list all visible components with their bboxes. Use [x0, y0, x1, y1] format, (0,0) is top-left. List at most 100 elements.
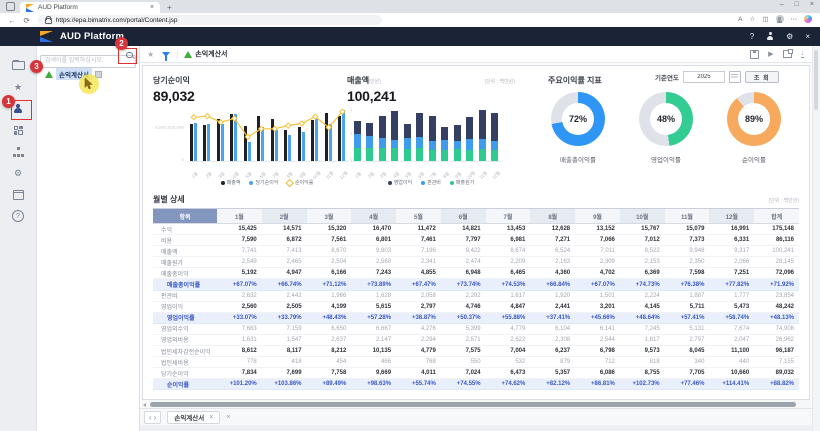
query-button[interactable]: 조 회 [744, 71, 779, 83]
table-cell: 4,276 [396, 323, 441, 335]
window-maximize-button[interactable]: □ [794, 1, 799, 8]
menu-search-input[interactable] [40, 54, 136, 68]
app-close-icon[interactable]: × [805, 32, 810, 41]
row-label: 영업이익 [153, 301, 217, 313]
tabbar-close-icon[interactable]: × [226, 413, 231, 421]
browser-menu-icon[interactable]: ⋯ [790, 16, 798, 23]
table-cell: 5,399 [440, 323, 486, 335]
tab-list-icon[interactable] [6, 2, 15, 11]
vertical-scrollbar[interactable] [812, 46, 820, 431]
calendar-icon[interactable] [8, 187, 28, 202]
table-cell: +58.74% [709, 312, 755, 324]
open-window-icon[interactable] [782, 49, 793, 58]
save-icon[interactable] [750, 49, 760, 59]
table-cell: 2,797 [396, 301, 441, 313]
refresh-icon[interactable]: ⟳ [23, 15, 30, 25]
row-label: 당기순이익 [153, 367, 217, 380]
new-tab-button[interactable]: + [167, 3, 172, 12]
table-cell: 2,294 [396, 334, 441, 347]
bar [220, 123, 224, 161]
scrollbar-thumb[interactable] [150, 401, 796, 407]
table-cell: 4,779 [485, 323, 531, 335]
table-cell: 100,241 [754, 245, 799, 258]
table-cell: 7,705 [664, 367, 710, 380]
table-cell: 1,628 [351, 290, 397, 302]
table-cell: +74.55% [440, 378, 486, 391]
favorite-star-icon[interactable]: ☆ [749, 16, 756, 23]
bar-segment [441, 127, 449, 140]
address-bar[interactable]: https://epa.bimatrix.com/portal/Content.… [37, 15, 382, 25]
table-cell: 7,012 [619, 234, 665, 247]
components-icon[interactable] [8, 123, 28, 138]
table-cell: +50.37% [440, 312, 486, 324]
content-tab[interactable]: 손익계산서 × [167, 410, 221, 424]
read-aloud-icon[interactable]: A [738, 15, 743, 23]
table-cell: 8,045 [664, 345, 710, 358]
user-menu-icon[interactable] [8, 101, 28, 116]
profile-avatar[interactable] [775, 15, 784, 23]
table-cell: +66.84% [530, 278, 576, 291]
split-screen-icon[interactable]: ◫ [762, 16, 769, 23]
base-year-input[interactable] [682, 71, 725, 83]
right-axis-tick: 1 [350, 131, 353, 136]
row-label: 영업외비용 [153, 334, 217, 347]
horizontal-scrollbar[interactable] [142, 400, 810, 408]
window-minimize-button[interactable]: – [779, 1, 784, 8]
copilot-icon[interactable] [804, 15, 812, 23]
table-cell: 96,187 [754, 345, 799, 358]
tab-close-icon[interactable]: × [149, 4, 154, 11]
row-label: 영업이익률 [153, 312, 217, 324]
table-cell: 2,163 [530, 256, 576, 269]
bar-segment [441, 140, 449, 150]
table-cell: 14,821 [440, 223, 486, 236]
org-chart-icon[interactable] [8, 144, 28, 159]
filter-icon[interactable] [162, 51, 171, 61]
table-row: 영업이익 2,560 2,505 4,199 5,615 2,797 4,746 4,847 2… [153, 301, 799, 313]
table-cell: 48,242 [754, 301, 799, 313]
table-header-cell: 8월 [530, 208, 576, 224]
window-close-button[interactable]: × [809, 1, 814, 8]
table-cell: 7,196 [396, 245, 441, 258]
run-icon[interactable]: ▶ [768, 51, 774, 58]
star-icon[interactable]: ★ [13, 81, 23, 92]
search-icon[interactable] [126, 51, 134, 60]
tree-item-income-statement[interactable]: 손익계산서 [45, 68, 139, 80]
revenue-card: 매출액 (단위 : 백만원) 100,241 1월 2월 3월 4월 5월 6월 7월 8월 9… [347, 75, 515, 186]
scrollbar-thumb[interactable] [814, 50, 818, 110]
help-icon[interactable]: ? [8, 209, 28, 224]
divider: | [176, 49, 179, 59]
back-icon[interactable]: ← [8, 15, 16, 25]
favorite-icon[interactable]: ★ [147, 49, 155, 59]
revenue-plot [351, 107, 501, 162]
content-toolbar: ★ | 손익계산서 ▶ ↓ [140, 46, 812, 63]
table-row: 영업외비용 1,631 1,547 2,637 2,147 2,294 2,571 2,622… [153, 334, 799, 347]
table-cell: 14,571 [261, 223, 307, 236]
table-cell: +57.28% [351, 312, 397, 324]
user-icon[interactable] [766, 32, 774, 41]
table-cell: 8,674 [485, 245, 531, 258]
bar [315, 118, 319, 161]
table-cell: 2,047 [709, 334, 755, 347]
folder-icon[interactable] [8, 58, 28, 73]
tab-prev-icon[interactable]: ‹ [149, 412, 152, 422]
table-cell: 16,991 [709, 223, 755, 236]
table-cell: 11,472 [396, 223, 441, 236]
settings-gear-icon[interactable]: ⚙ [786, 32, 794, 41]
calendar-icon[interactable] [728, 71, 741, 83]
donut-value: 89% [738, 103, 770, 135]
table-cell: 6,331 [709, 234, 755, 247]
browser-tab[interactable]: AUD Platform × [20, 2, 160, 13]
revenue-unit: (단위 : 백만원) [484, 79, 516, 85]
help-icon[interactable]: ? [749, 32, 755, 41]
bar [338, 116, 342, 161]
settings-gear-icon[interactable]: ⚙ [13, 167, 23, 178]
bar-segment [428, 149, 436, 161]
tab-next-icon[interactable]: › [153, 412, 157, 422]
content-tab-close-icon[interactable]: × [209, 413, 214, 421]
table-cell: 7,159 [261, 323, 307, 335]
table-cell: 7,243 [351, 267, 397, 280]
table-cell: 7,758 [306, 367, 352, 380]
bar-segment [478, 109, 486, 140]
table-header-cell: 항목 [153, 208, 217, 224]
download-icon[interactable]: ↓ [800, 50, 804, 58]
